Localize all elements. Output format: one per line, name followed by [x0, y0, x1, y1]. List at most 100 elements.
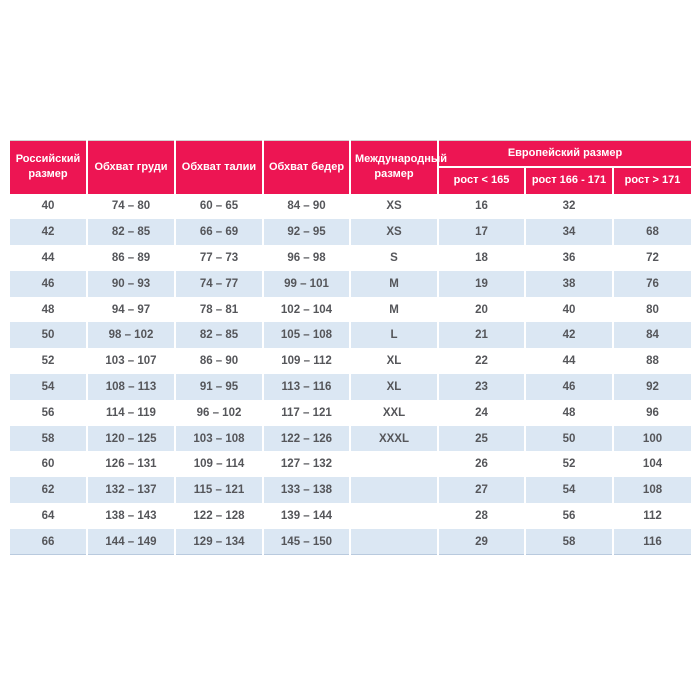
cell-russian-size: 54: [41, 380, 55, 393]
cell-chest: 114 – 119: [86, 399, 175, 426]
cell-hips: 105 – 108: [262, 322, 350, 349]
cell-height-166-171: 40: [524, 296, 613, 323]
cell-height-lt-165: 26: [437, 451, 525, 478]
cell-chest: 94 – 97: [86, 296, 175, 323]
table-header: Российский размер Обхват груди Обхват та…: [10, 140, 692, 194]
cell-russian-size: 60: [41, 458, 55, 471]
cell-height-lt-165: 16: [437, 193, 525, 220]
cell-chest: 138 – 143: [86, 503, 175, 529]
cell-height-166-171: 54: [524, 477, 613, 504]
col-header-chest: Обхват груди: [86, 140, 175, 194]
cell-height-166-171: 50: [524, 425, 613, 452]
table-row: 54 108 – 113 91 – 95 113 – 116 XL 23 46 92: [10, 374, 692, 400]
table-row: 62 132 – 137 115 – 121 133 – 138 27 54 108: [10, 477, 692, 504]
cell-chest: 82 – 85: [86, 219, 175, 246]
table-row: 58 120 – 125 103 – 108 122 – 126 XXXL 25 50 100: [10, 425, 692, 452]
cell-height-gt-171: 92: [611, 374, 692, 400]
cell-chest: 144 – 149: [86, 528, 175, 555]
cell-international-size: [349, 451, 438, 478]
cell-height-gt-171: 100: [611, 425, 692, 452]
cell-waist: 82 – 85: [174, 322, 263, 349]
cell-russian-size: 64: [41, 509, 55, 522]
col-header-international-size: Международный размер: [349, 140, 447, 194]
cell-international-size: XXL: [349, 399, 438, 426]
cell-hips: 139 – 144: [262, 503, 350, 529]
col-header-height-gt-171: рост > 171: [611, 165, 692, 194]
cell-height-gt-171: 84: [611, 322, 692, 349]
cell-height-lt-165: 22: [437, 348, 525, 375]
cell-russian-size: 42: [41, 226, 55, 239]
cell-chest: 98 – 102: [86, 322, 175, 349]
cell-hips: 113 – 116: [262, 374, 350, 400]
cell-height-lt-165: 25: [437, 425, 525, 452]
cell-waist: 86 – 90: [174, 348, 263, 375]
cell-international-size: M: [349, 296, 438, 323]
table-row: 66 144 – 149 129 – 134 145 – 150 29 58 116: [10, 528, 692, 555]
cell-russian-size: 40: [41, 200, 55, 213]
cell-hips: 122 – 126: [262, 425, 350, 452]
cell-international-size: XS: [349, 193, 438, 220]
cell-height-gt-171: 88: [611, 348, 692, 375]
table-row: 56 114 – 119 96 – 102 117 – 121 XXL 24 48 96: [10, 399, 692, 426]
cell-height-gt-171: 96: [611, 399, 692, 426]
cell-height-gt-171: 72: [611, 245, 692, 271]
cell-height-lt-165: 18: [437, 245, 525, 271]
cell-height-lt-165: 17: [437, 219, 525, 246]
cell-height-gt-171: 108: [611, 477, 692, 504]
cell-height-166-171: 44: [524, 348, 613, 375]
cell-russian-size: 56: [41, 406, 55, 419]
cell-russian-size: 62: [41, 484, 55, 497]
cell-russian-size: 50: [41, 329, 55, 342]
cell-hips: 109 – 112: [262, 348, 350, 375]
col-header-height-lt-165: рост < 165: [437, 165, 525, 194]
cell-height-166-171: 56: [524, 503, 613, 529]
cell-russian-size: 66: [41, 535, 55, 548]
cell-russian-size: 52: [41, 355, 55, 368]
cell-waist: 122 – 128: [174, 503, 263, 529]
cell-height-166-171: 48: [524, 399, 613, 426]
cell-height-gt-171: 80: [611, 296, 692, 323]
table-body: 40 74 – 80 60 – 65 84 – 90 XS 16 32 42 82 – 85 66…: [10, 193, 692, 555]
cell-hips: 133 – 138: [262, 477, 350, 504]
cell-height-gt-171: 112: [611, 503, 692, 529]
cell-height-166-171: 52: [524, 451, 613, 478]
table-row: 42 82 – 85 66 – 69 92 – 95 XS 17 34 68: [10, 219, 692, 246]
table-row: 52 103 – 107 86 – 90 109 – 112 XL 22 44 88: [10, 348, 692, 375]
cell-international-size: M: [349, 270, 438, 297]
cell-waist: 60 – 65: [174, 193, 263, 220]
cell-height-gt-171: 76: [611, 270, 692, 297]
cell-waist: 96 – 102: [174, 399, 263, 426]
cell-hips: 92 – 95: [262, 219, 350, 246]
cell-waist: 66 – 69: [174, 219, 263, 246]
cell-russian-size: 46: [41, 277, 55, 290]
col-header-waist: Обхват талии: [174, 140, 263, 194]
col-header-russian-size: Российский размер: [10, 140, 87, 194]
cell-height-lt-165: 19: [437, 270, 525, 297]
cell-russian-size: 58: [41, 432, 55, 445]
cell-waist: 115 – 121: [174, 477, 263, 504]
cell-chest: 103 – 107: [86, 348, 175, 375]
col-header-height-166-171: рост 166 - 171: [524, 165, 613, 194]
cell-height-166-171: 42: [524, 322, 613, 349]
cell-chest: 74 – 80: [86, 193, 175, 220]
cell-chest: 132 – 137: [86, 477, 175, 504]
cell-height-gt-171: [611, 193, 692, 220]
cell-height-lt-165: 29: [437, 528, 525, 555]
cell-height-166-171: 34: [524, 219, 613, 246]
cell-international-size: XL: [349, 374, 438, 400]
cell-international-size: XXXL: [349, 425, 438, 452]
cell-hips: 84 – 90: [262, 193, 350, 220]
table-row: 40 74 – 80 60 – 65 84 – 90 XS 16 32: [10, 193, 692, 220]
cell-height-lt-165: 24: [437, 399, 525, 426]
cell-chest: 120 – 125: [86, 425, 175, 452]
cell-height-166-171: 38: [524, 270, 613, 297]
cell-international-size: XS: [349, 219, 438, 246]
header-row-main: Российский размер Обхват груди Обхват та…: [10, 140, 692, 194]
cell-chest: 108 – 113: [86, 374, 175, 400]
cell-international-size: [349, 477, 438, 504]
cell-height-gt-171: 116: [611, 528, 692, 555]
cell-international-size: XL: [349, 348, 438, 375]
cell-height-lt-165: 21: [437, 322, 525, 349]
table-row: 48 94 – 97 78 – 81 102 – 104 M 20 40 80: [10, 296, 692, 323]
cell-chest: 86 – 89: [86, 245, 175, 271]
